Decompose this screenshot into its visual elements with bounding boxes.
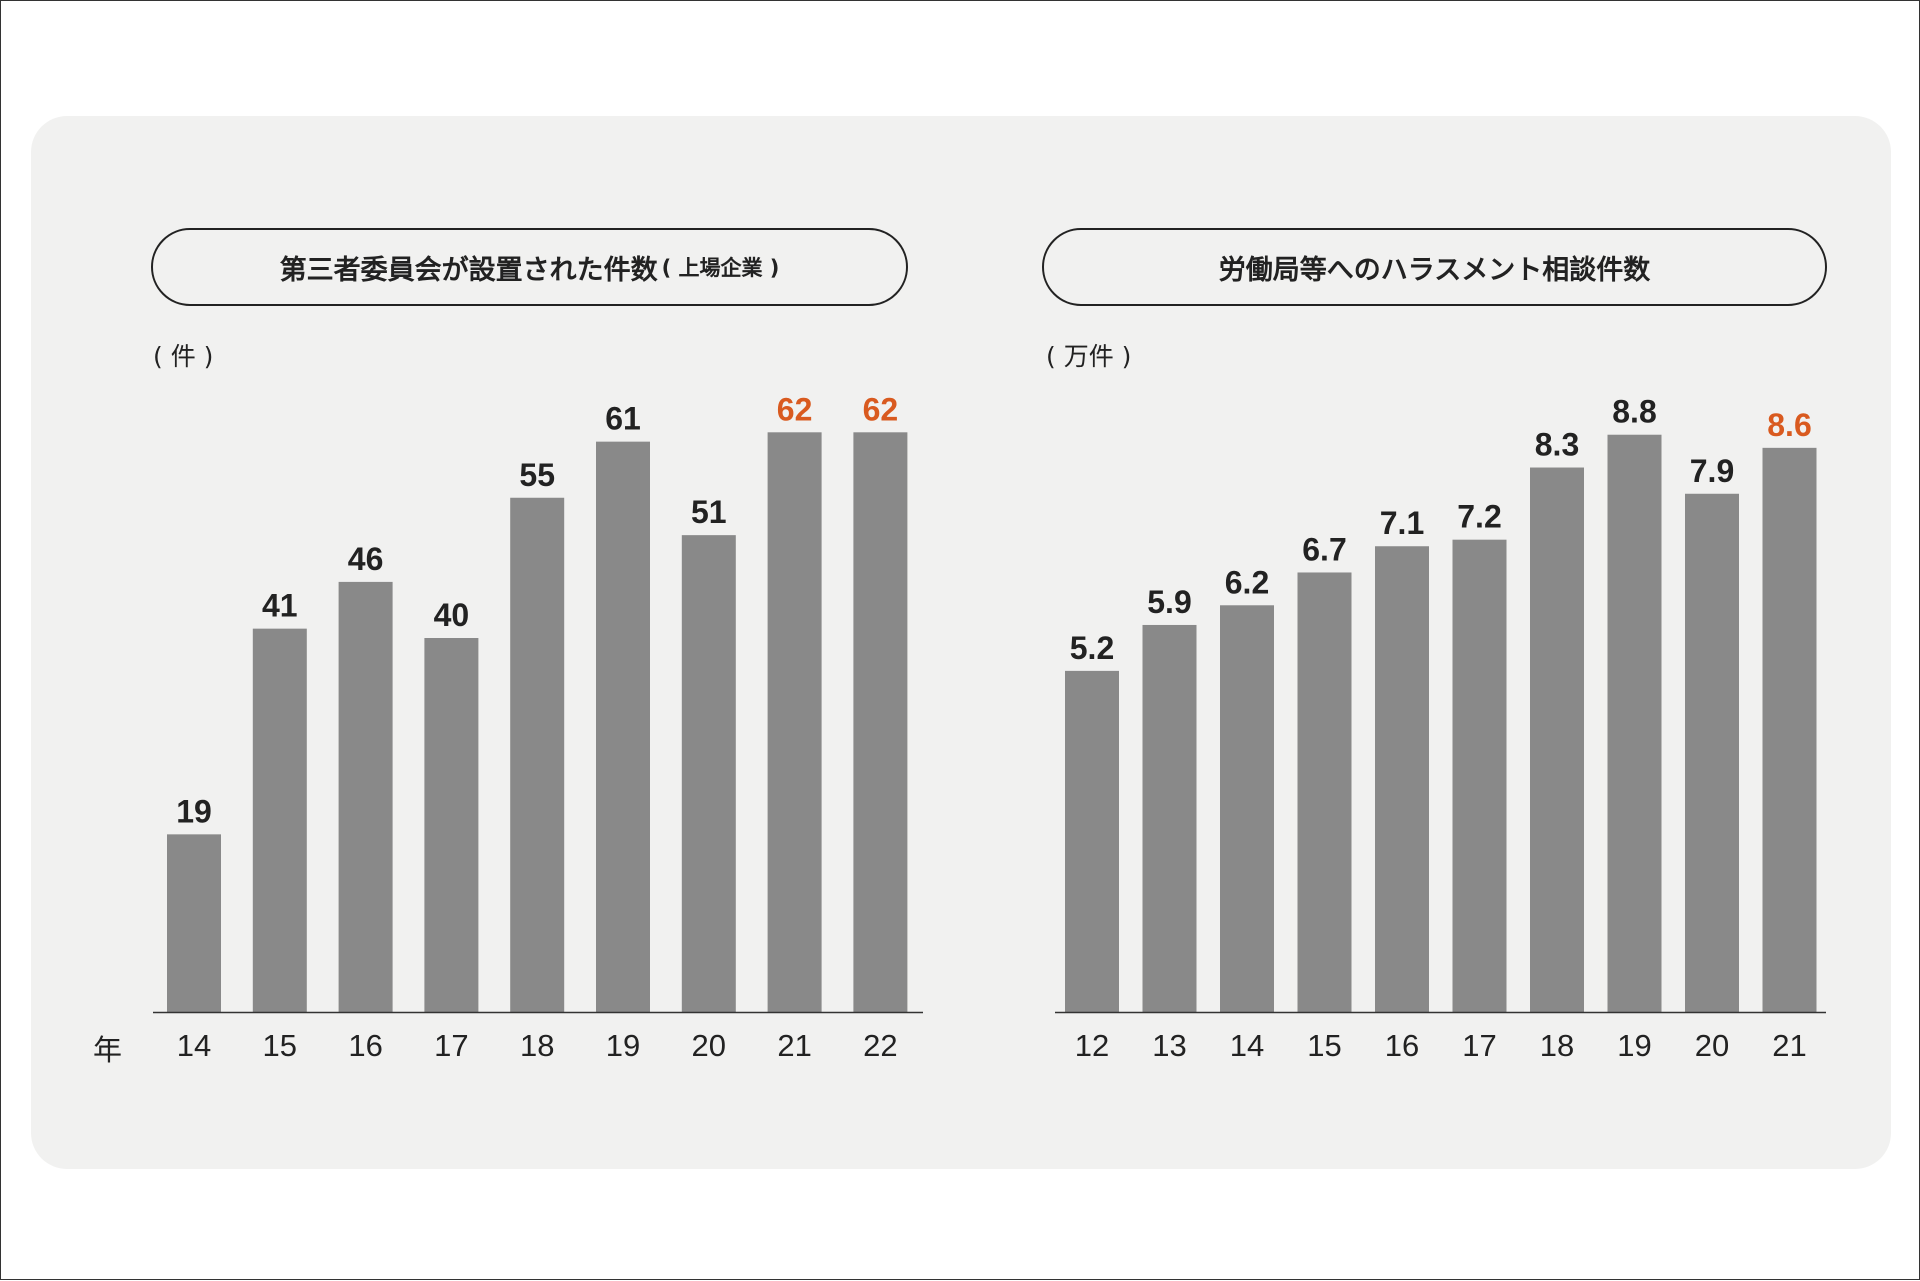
bar-1-21 xyxy=(767,432,822,1012)
chart2-unit-label: ( 万件 ) xyxy=(1046,342,1132,371)
bar-1-18 xyxy=(510,497,565,1012)
x-tick-label-2-18: 18 xyxy=(1540,1028,1574,1063)
value-label-1-21: 62 xyxy=(777,391,813,427)
x-tick-label-1-21: 21 xyxy=(777,1028,811,1063)
bar-2-21 xyxy=(1762,447,1817,1013)
x-tick-label-2-12: 12 xyxy=(1075,1028,1109,1063)
value-label-2-13: 5.9 xyxy=(1147,584,1191,620)
bar-1-16 xyxy=(338,581,393,1012)
chart1-title-pill: 第三者委員会が設置された件数 ( 上場企業 ) xyxy=(151,228,908,306)
bar-2-17 xyxy=(1452,539,1507,1012)
x-tick-label-2-17: 17 xyxy=(1462,1028,1496,1063)
value-label-1-14: 19 xyxy=(176,793,212,829)
bar-1-15 xyxy=(252,628,307,1012)
bar-2-12 xyxy=(1065,670,1119,1012)
value-label-2-16: 7.1 xyxy=(1380,505,1424,541)
bar-1-20 xyxy=(681,535,736,1012)
chart1-x-axis-prefix: 年 xyxy=(93,1033,123,1067)
bar-2-18 xyxy=(1530,467,1584,1012)
x-tick-label-2-15: 15 xyxy=(1307,1028,1341,1063)
chart1-subtitle: ( 上場企業 ) xyxy=(661,256,780,280)
value-label-1-16: 46 xyxy=(348,541,384,577)
bar-2-19 xyxy=(1607,434,1662,1013)
x-tick-label-2-16: 16 xyxy=(1385,1028,1419,1063)
x-tick-label-1-19: 19 xyxy=(606,1028,640,1063)
x-tick-label-1-14: 14 xyxy=(177,1028,211,1063)
x-tick-label-1-18: 18 xyxy=(520,1028,554,1063)
chart1-title: 第三者委員会が設置された件数 xyxy=(279,254,658,286)
x-tick-label-1-17: 17 xyxy=(434,1028,468,1063)
x-tick-label-1-20: 20 xyxy=(692,1028,726,1063)
value-label-2-12: 5.2 xyxy=(1070,630,1114,666)
value-label-1-17: 40 xyxy=(434,597,470,633)
bar-2-13 xyxy=(1142,624,1197,1012)
value-label-2-17: 7.2 xyxy=(1457,499,1501,535)
x-tick-label-1-15: 15 xyxy=(263,1028,297,1063)
bar-2-20 xyxy=(1685,493,1739,1012)
bar-1-17 xyxy=(424,638,479,1012)
value-label-2-14: 6.2 xyxy=(1225,564,1269,600)
x-tick-label-2-20: 20 xyxy=(1695,1028,1729,1063)
x-tick-label-1-22: 22 xyxy=(863,1028,897,1063)
bar-1-14 xyxy=(167,834,221,1012)
value-label-1-18: 55 xyxy=(519,457,555,493)
bar-2-16 xyxy=(1375,546,1429,1012)
value-label-1-22: 62 xyxy=(863,391,899,427)
value-label-2-20: 7.9 xyxy=(1690,453,1734,489)
value-label-2-21: 8.6 xyxy=(1767,407,1811,443)
value-label-2-15: 6.7 xyxy=(1302,531,1346,567)
x-tick-label-2-13: 13 xyxy=(1152,1028,1186,1063)
chart2-title-pill: 労働局等へのハラスメント相談件数 xyxy=(1042,228,1827,306)
x-tick-label-2-21: 21 xyxy=(1772,1028,1806,1063)
chart1-unit-label: ( 件 ) xyxy=(153,342,214,371)
x-tick-label-1-16: 16 xyxy=(348,1028,382,1063)
bar-1-19 xyxy=(596,441,650,1012)
bar-2-14 xyxy=(1220,605,1274,1012)
value-label-2-19: 8.8 xyxy=(1612,394,1656,430)
x-tick-label-2-14: 14 xyxy=(1230,1028,1264,1063)
value-label-2-18: 8.3 xyxy=(1535,427,1579,463)
value-label-1-15: 41 xyxy=(262,588,298,624)
bar-1-22 xyxy=(853,432,908,1012)
value-label-1-19: 61 xyxy=(605,401,641,437)
value-label-1-20: 51 xyxy=(691,494,727,530)
bar-2-15 xyxy=(1297,572,1352,1012)
chart2-title: 労働局等へのハラスメント相談件数 xyxy=(1218,254,1651,286)
x-tick-label-2-19: 19 xyxy=(1617,1028,1651,1063)
